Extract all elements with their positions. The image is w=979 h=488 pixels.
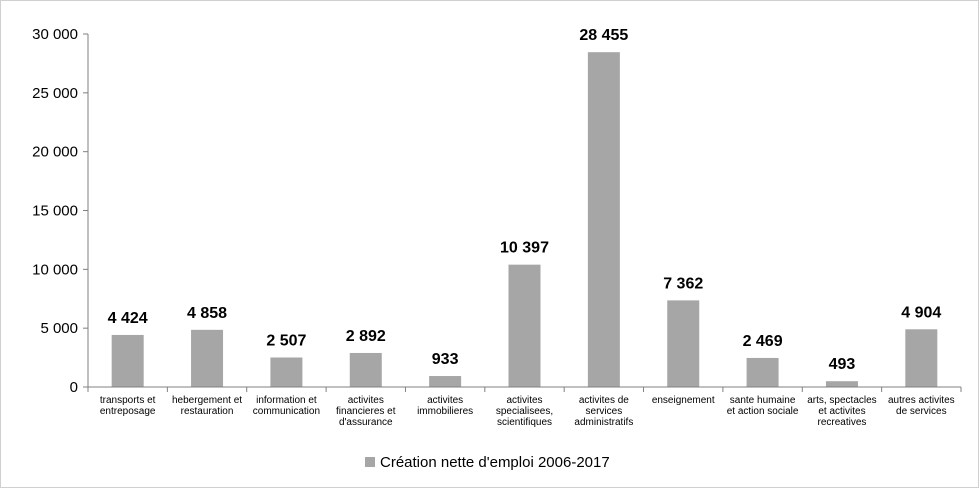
data-label: 493 xyxy=(829,356,856,373)
data-label: 7 362 xyxy=(663,275,703,292)
x-tick-label: activites de services administratifs xyxy=(574,395,633,428)
bar xyxy=(270,357,303,387)
bar xyxy=(746,357,779,387)
data-label: 10 397 xyxy=(500,240,549,257)
bar xyxy=(587,52,620,387)
bar xyxy=(429,376,462,387)
y-tick-label: 5 000 xyxy=(40,320,78,337)
data-label: 4 904 xyxy=(901,304,941,321)
x-tick-label: activites immobilieres xyxy=(417,395,473,417)
x-tick-label: activites financieres et d'assurance xyxy=(336,395,396,428)
y-tick-label: 10 000 xyxy=(32,261,78,278)
data-label: 28 455 xyxy=(579,27,628,44)
data-label: 4 858 xyxy=(187,305,227,322)
bar xyxy=(905,329,938,387)
value-labels: 4 424 4 858 2 507 2 892 933 10 397 28 455 7 362… xyxy=(108,27,942,373)
bar xyxy=(508,264,541,387)
y-tick-label: 25 000 xyxy=(32,85,78,102)
x-tick-label: sante humaine et action sociale xyxy=(727,395,799,417)
y-tick-label: 30 000 xyxy=(32,26,78,43)
data-label: 2 892 xyxy=(346,328,386,345)
x-tick-label: hebergement et restauration xyxy=(172,395,242,417)
y-axis: 0 5 000 10 000 15 000 20 000 25 000 30 000 xyxy=(32,26,89,396)
data-label: 4 424 xyxy=(108,310,148,327)
x-tick-label: enseignement xyxy=(652,395,715,406)
bar xyxy=(349,352,382,387)
bar xyxy=(191,329,224,387)
x-tick-label: activites specialisees, scientifiques xyxy=(496,395,553,428)
y-tick-label: 20 000 xyxy=(32,144,78,161)
legend-swatch xyxy=(365,457,375,467)
bars xyxy=(111,52,938,387)
legend-label: Création nette d'emploi 2006-2017 xyxy=(380,454,610,471)
y-tick-label: 15 000 xyxy=(32,203,78,220)
bar xyxy=(111,334,144,387)
data-label: 933 xyxy=(432,351,459,368)
x-tick-label: autres activites de services xyxy=(888,395,955,417)
x-axis: transports et entreposage hebergement et re… xyxy=(87,386,962,428)
data-label: 2 469 xyxy=(743,333,783,350)
y-tick-label: 0 xyxy=(70,379,78,396)
x-tick-label: arts, spectacles et activites recreatives xyxy=(807,395,876,428)
x-tick-label: information et communication xyxy=(253,395,320,417)
x-tick-label: transports et entreposage xyxy=(100,395,156,417)
legend: Création nette d'emploi 2006-2017 xyxy=(365,454,610,471)
data-label: 2 507 xyxy=(266,333,306,350)
bar xyxy=(667,300,700,387)
bar xyxy=(825,381,858,387)
